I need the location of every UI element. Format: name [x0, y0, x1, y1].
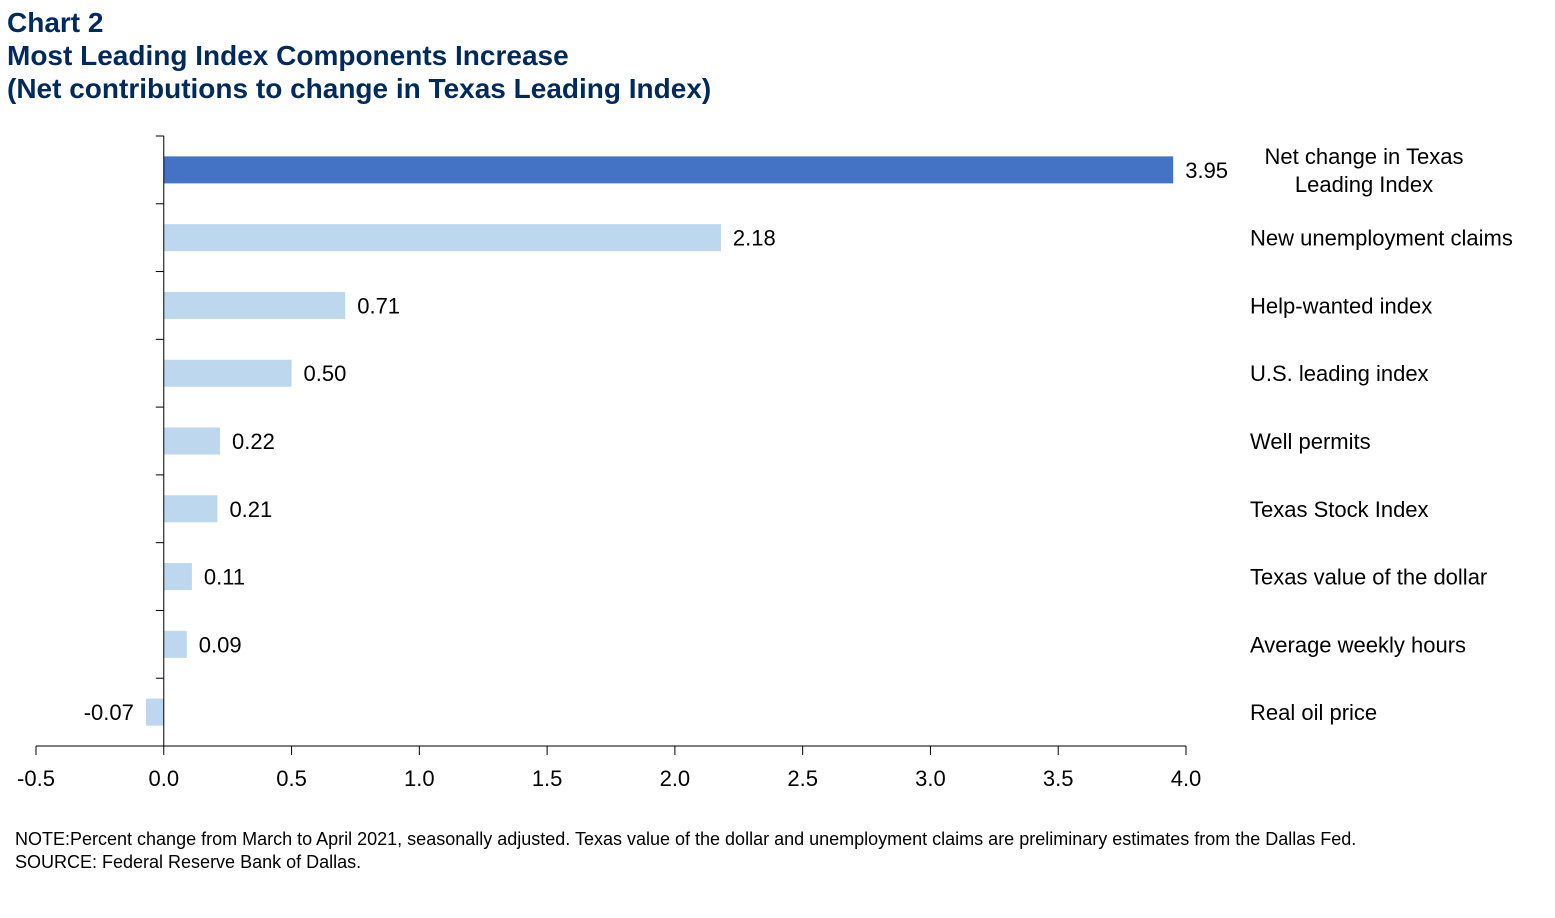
bar-4	[163, 427, 220, 455]
note-text: NOTE:Percent change from March to April …	[15, 829, 1357, 849]
category-label-8: Real oil price	[1250, 700, 1377, 725]
bar-5	[163, 495, 218, 523]
x-tick-label-3: 1.0	[404, 766, 435, 791]
x-tick-label-8: 3.5	[1043, 766, 1074, 791]
chart-notes: NOTE:Percent change from March to April …	[15, 828, 1540, 874]
bar-1	[163, 224, 721, 252]
category-label-3: U.S. leading index	[1250, 361, 1429, 386]
bar-6	[163, 563, 192, 591]
category-label-0: Net change in Texas Leading Index	[1265, 144, 1464, 197]
value-label-4: 0.22	[232, 429, 275, 454]
bar-0	[163, 156, 1174, 184]
axis-layer: -0.5 0.0 0.5 1.0 1.5 2.0 2.5 3.0 3.5 4.0	[17, 135, 1202, 791]
category-label-0-line-0: Net change in Texas	[1265, 144, 1464, 169]
bar-8	[145, 698, 164, 726]
chart-title: Most Leading Index Components Increase	[7, 40, 569, 71]
x-tick-label-9: 4.0	[1171, 766, 1202, 791]
value-label-0: 3.95	[1185, 158, 1228, 183]
bar-2	[163, 291, 346, 319]
chart-subtitle: (Net contributions to change in Texas Le…	[7, 73, 712, 104]
x-tick-label-1: 0.0	[148, 766, 179, 791]
category-label-7: Average weekly hours	[1250, 632, 1466, 657]
x-tick-label-2: 0.5	[276, 766, 307, 791]
value-label-2: 0.71	[357, 293, 400, 318]
category-label-6: Texas value of the dollar	[1250, 565, 1487, 590]
category-label-5: Texas Stock Index	[1250, 497, 1429, 522]
x-tick-label-4: 1.5	[532, 766, 563, 791]
x-tick-label-7: 3.0	[915, 766, 946, 791]
labels-layer: 3.95 Net change in Texas Leading Index 2.18…	[84, 144, 1513, 725]
value-label-1: 2.18	[733, 226, 776, 251]
bar-3	[163, 359, 292, 387]
chart-number: Chart 2	[7, 7, 104, 38]
value-label-7: 0.09	[199, 632, 242, 657]
x-tick-label-0: -0.5	[17, 766, 55, 791]
value-label-3: 0.50	[304, 361, 347, 386]
category-label-2: Help-wanted index	[1250, 293, 1432, 318]
bar-7	[163, 630, 187, 658]
chart-title-block: Chart 2 Most Leading Index Components In…	[7, 6, 711, 105]
category-label-1: New unemployment claims	[1250, 226, 1513, 251]
category-label-4: Well permits	[1250, 429, 1371, 454]
category-label-0-line-1: Leading Index	[1295, 172, 1433, 197]
x-tick-label-6: 2.5	[787, 766, 818, 791]
bars-layer	[145, 156, 1174, 726]
value-label-5: 0.21	[229, 497, 272, 522]
value-label-6: 0.11	[204, 565, 245, 590]
value-label-8: -0.07	[84, 700, 134, 725]
source-text: SOURCE: Federal Reserve Bank of Dallas.	[15, 852, 362, 872]
x-tick-label-5: 2.0	[660, 766, 691, 791]
